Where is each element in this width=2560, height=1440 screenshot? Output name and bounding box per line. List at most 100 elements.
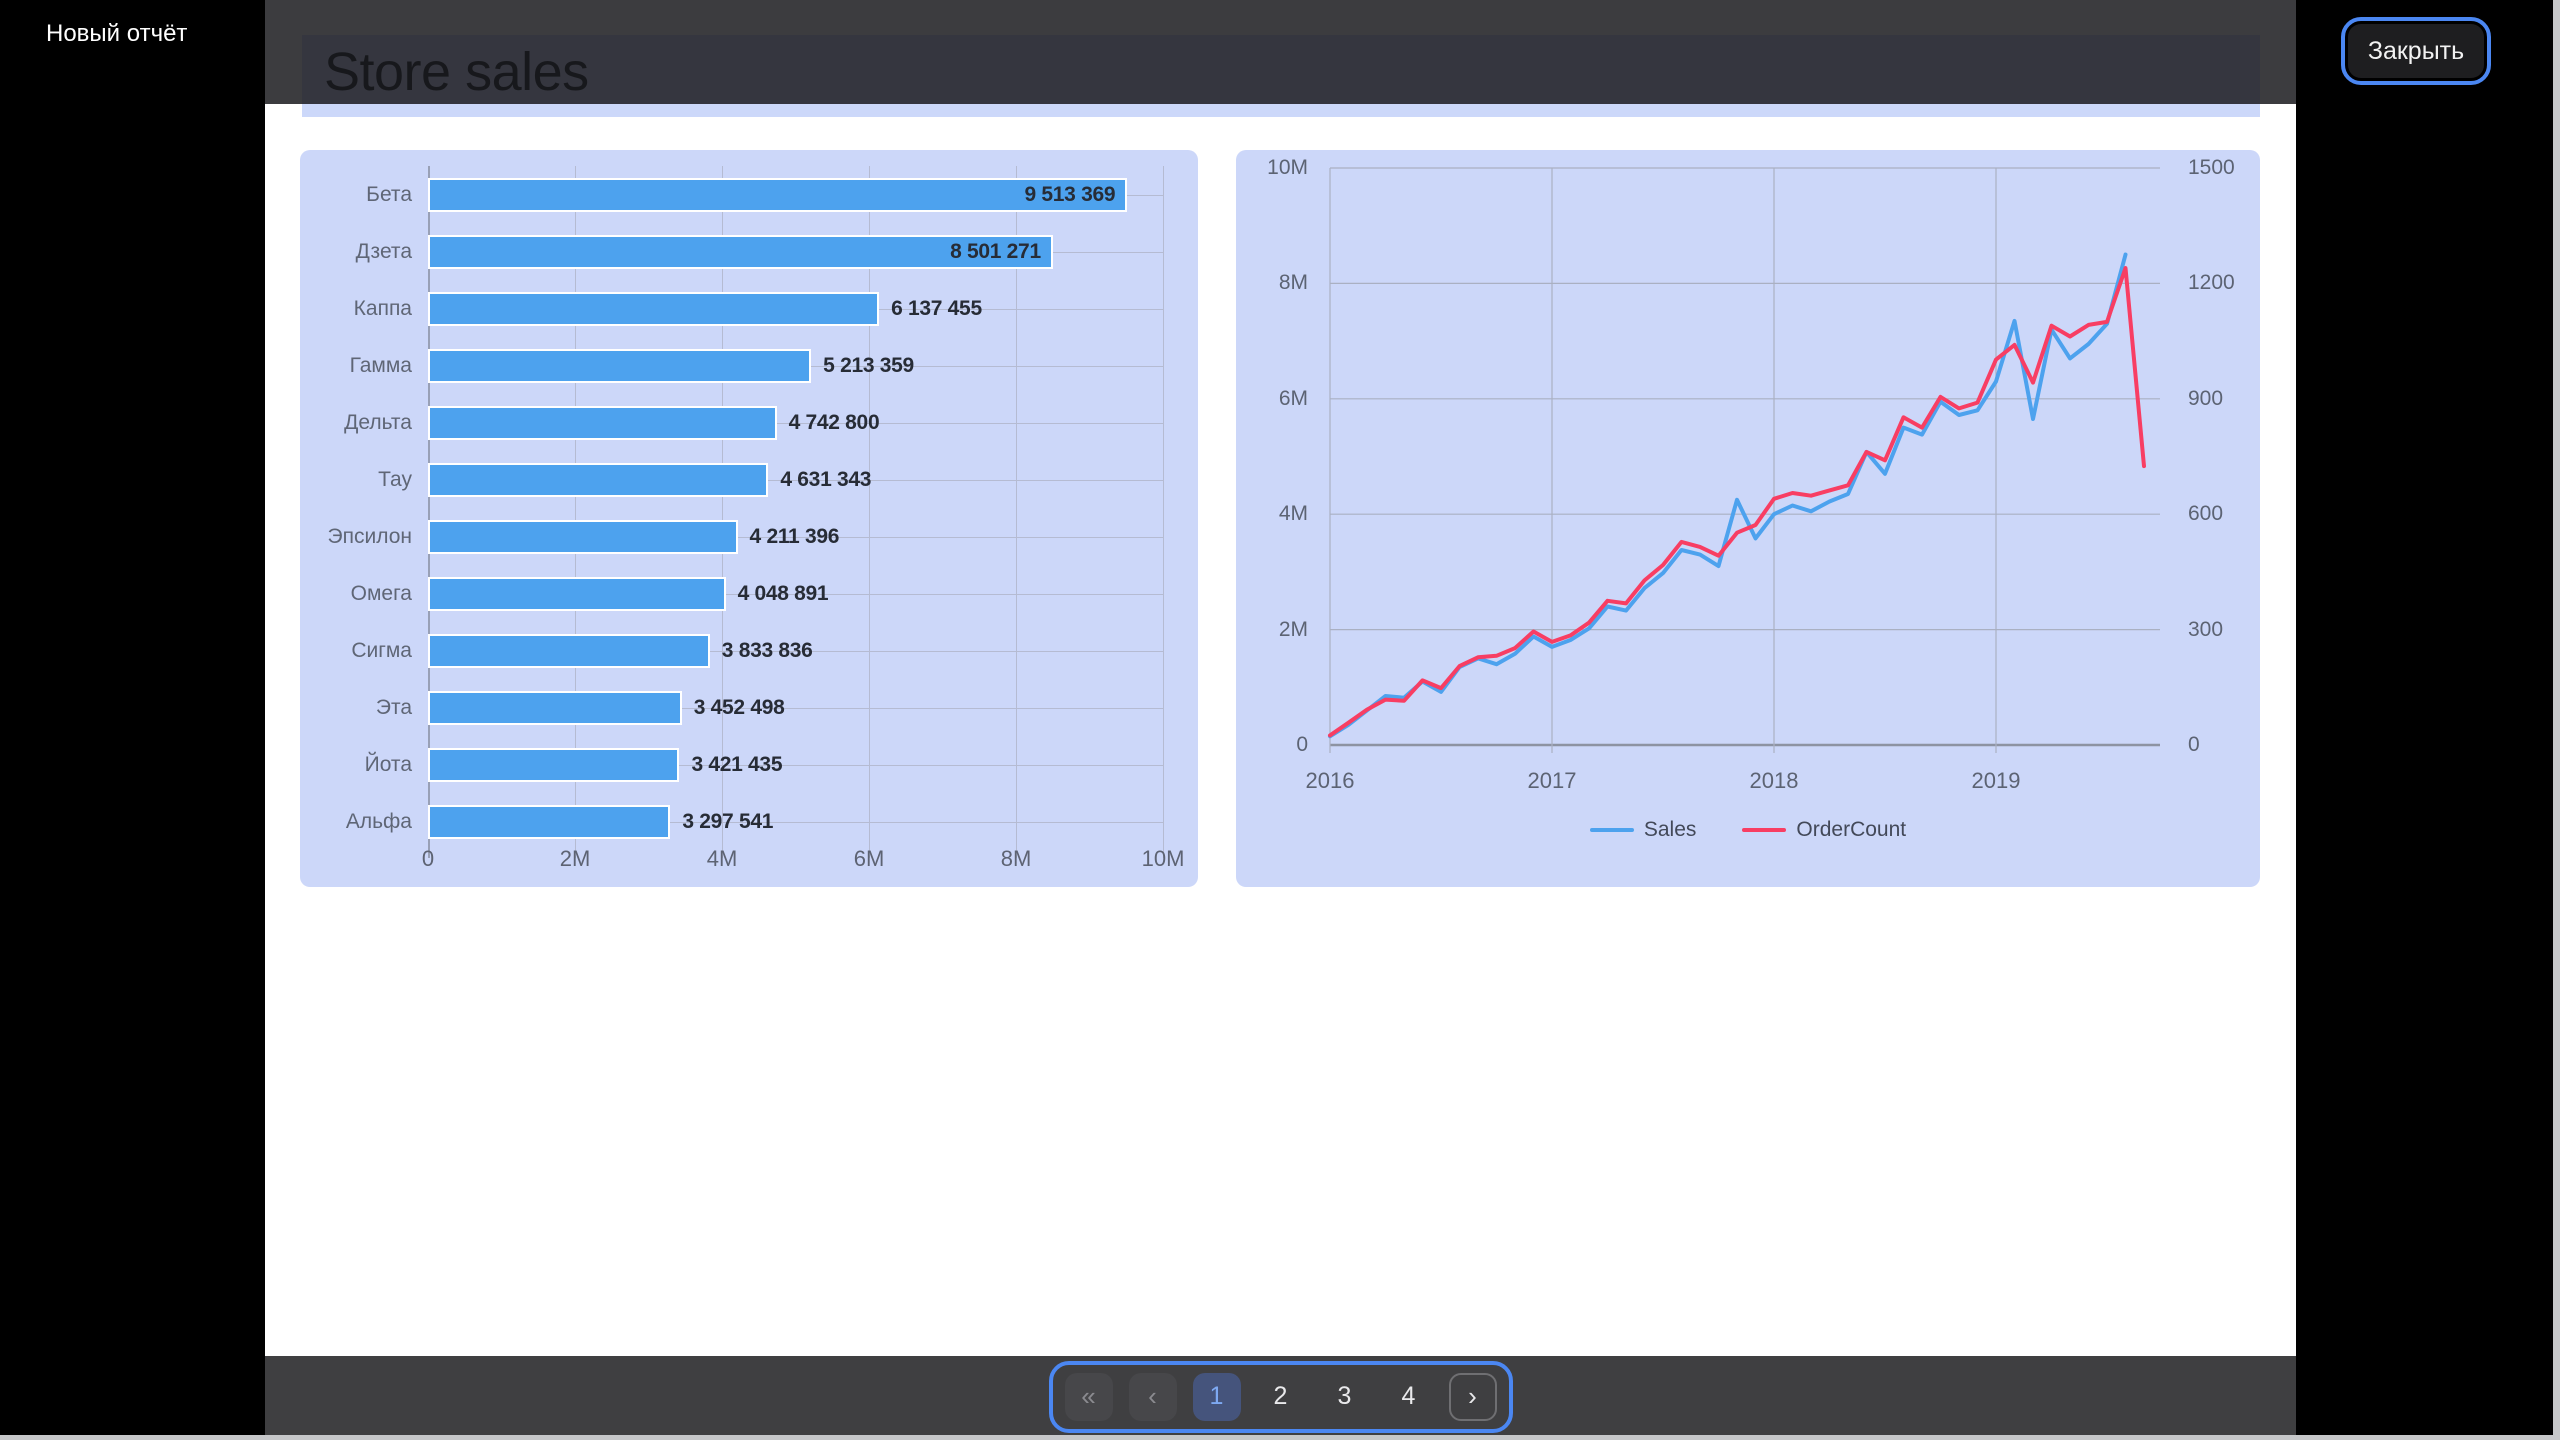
bar-row: Бета 9 513 369: [300, 166, 1198, 223]
bar-category-label: Сигма: [351, 638, 412, 662]
gridline: [428, 650, 1163, 652]
series-line-sales[interactable]: [1328, 252, 2128, 739]
bar-value-label: 4 631 343: [780, 467, 872, 491]
axis-tick-label: 300: [2188, 617, 2224, 641]
axis-tick-label: 2019: [1971, 768, 2021, 793]
bar-category-label: Тау: [378, 467, 412, 491]
bar-category-label: Омега: [350, 581, 412, 605]
axis-tick-label: 1500: [2188, 156, 2235, 179]
axis-tick-label: 900: [2188, 386, 2224, 410]
bar[interactable]: [428, 804, 671, 839]
line-chart-card: 10M 8M 6M 4M 2M 0 1500 1200 900 600 300 0 2016 2017 20…: [1236, 150, 2260, 887]
gridline: [428, 764, 1163, 766]
gridline: [428, 422, 1163, 424]
page-button-3[interactable]: 3: [1321, 1373, 1369, 1421]
axis-tick-label: 2017: [1527, 768, 1577, 793]
bar-track: 3 297 541: [428, 793, 1163, 850]
bar[interactable]: [428, 690, 682, 725]
prev-page-button[interactable]: ‹: [1128, 1372, 1177, 1421]
legend-label: OrderCount: [1796, 818, 1907, 841]
gridline: [428, 593, 1163, 595]
legend-line-swatch-icon: [1742, 828, 1787, 832]
bar-row: Омега 4 048 891: [300, 565, 1198, 622]
bar-value-label: 4 048 891: [737, 581, 829, 605]
axis-tick-label: 1200: [2188, 271, 2235, 295]
gridline: [428, 707, 1163, 709]
bar-value-label: 3 421 435: [691, 752, 783, 776]
bar[interactable]: [428, 462, 769, 497]
window-edge-right: [2553, 0, 2560, 1440]
legend-item-ordercount[interactable]: OrderCount: [1742, 818, 1906, 842]
bar-rows: Бета 9 513 369 Дзета 8 501 271 Каппа 6 137 45…: [300, 166, 1198, 850]
axis-tick-label: 8M: [1278, 271, 1308, 295]
pagination-bar: « ‹ 1 2 3 4 ›: [265, 1356, 2296, 1437]
bar-value-label: 3 297 541: [682, 809, 774, 833]
bar-value-label: 4 211 396: [749, 524, 840, 548]
bar[interactable]: [428, 348, 812, 383]
gridline: [722, 166, 723, 858]
bar[interactable]: [428, 747, 680, 782]
bar[interactable]: [428, 177, 1128, 212]
gridline: [1016, 166, 1017, 858]
bar-row: Каппа 6 137 455: [300, 280, 1198, 337]
bar-value-label: 3 452 498: [693, 695, 785, 719]
line-chart-plot: [1328, 167, 2160, 753]
bar[interactable]: [428, 405, 777, 440]
legend-item-sales[interactable]: Sales: [1589, 818, 1696, 842]
bar-track: 3 421 435: [428, 736, 1163, 793]
bar-row: Тау 4 631 343: [300, 451, 1198, 508]
bar-value-label: 8 501 271: [950, 239, 1041, 263]
bar-value-label: 3 833 836: [721, 638, 813, 662]
axis-tick-label: 2016: [1305, 768, 1355, 793]
bar-value-label: 9 513 369: [1024, 182, 1116, 206]
page-button-2[interactable]: 2: [1257, 1373, 1305, 1421]
bar-row: Дзета 8 501 271: [300, 223, 1198, 280]
right-sidebar: Закрыть: [2296, 0, 2560, 1440]
gridline: [1163, 166, 1164, 858]
axis-tick-label: 0: [1296, 733, 1308, 756]
bar-row: Дельта 4 742 800: [300, 394, 1198, 451]
bar-value-label: 5 213 359: [823, 353, 914, 377]
first-page-button[interactable]: «: [1064, 1372, 1113, 1421]
axis-tick-label: 8M: [1000, 846, 1032, 871]
pagination: « ‹ 1 2 3 4 ›: [1048, 1360, 1513, 1433]
close-button[interactable]: Закрыть: [2341, 17, 2491, 85]
bar[interactable]: [428, 291, 880, 326]
gridline: [428, 821, 1163, 823]
page-button-4[interactable]: 4: [1385, 1373, 1433, 1421]
bar-row: Гамма 5 213 359: [300, 337, 1198, 394]
bar-row: Сигма 3 833 836: [300, 622, 1198, 679]
axis-tick-label: 6M: [1278, 386, 1308, 410]
bar-category-label: Альфа: [345, 809, 412, 833]
bar-track: 4 048 891: [428, 565, 1163, 622]
bar-track: 8 501 271: [428, 223, 1163, 280]
bar-category-label: Эпсилон: [327, 524, 412, 548]
new-report-link[interactable]: Новый отчёт: [46, 20, 188, 47]
bar-track: 3 452 498: [428, 679, 1163, 736]
bar-chart-gridlines: [428, 166, 1164, 858]
axis-tick-label: 10M: [1267, 156, 1308, 179]
bar-track: 3 833 836: [428, 622, 1163, 679]
next-page-button[interactable]: ›: [1448, 1372, 1497, 1421]
gridline: [575, 166, 576, 858]
axis-tick-label: 2M: [559, 846, 591, 871]
series-line-ordercount[interactable]: [1328, 266, 2146, 738]
bar-track: 6 137 455: [428, 280, 1163, 337]
bar[interactable]: [428, 633, 710, 668]
page-button-1[interactable]: 1: [1192, 1372, 1241, 1421]
bar-track: 5 213 359: [428, 337, 1163, 394]
bar-row: Йота 3 421 435: [300, 736, 1198, 793]
bar-category-label: Дельта: [344, 410, 412, 434]
bar[interactable]: [428, 576, 726, 611]
left-sidebar: Новый отчёт: [0, 0, 265, 1440]
bar-row: Эта 3 452 498: [300, 679, 1198, 736]
bar-row: Альфа 3 297 541: [300, 793, 1198, 850]
bar-track: 4 631 343: [428, 451, 1163, 508]
bar[interactable]: [428, 234, 1053, 269]
y-axis-line: [428, 166, 430, 858]
bar[interactable]: [428, 519, 738, 554]
bar-category-label: Дзета: [355, 239, 412, 263]
axis-tick-label: 0: [421, 846, 435, 871]
bar-track: 4 211 396: [428, 508, 1163, 565]
